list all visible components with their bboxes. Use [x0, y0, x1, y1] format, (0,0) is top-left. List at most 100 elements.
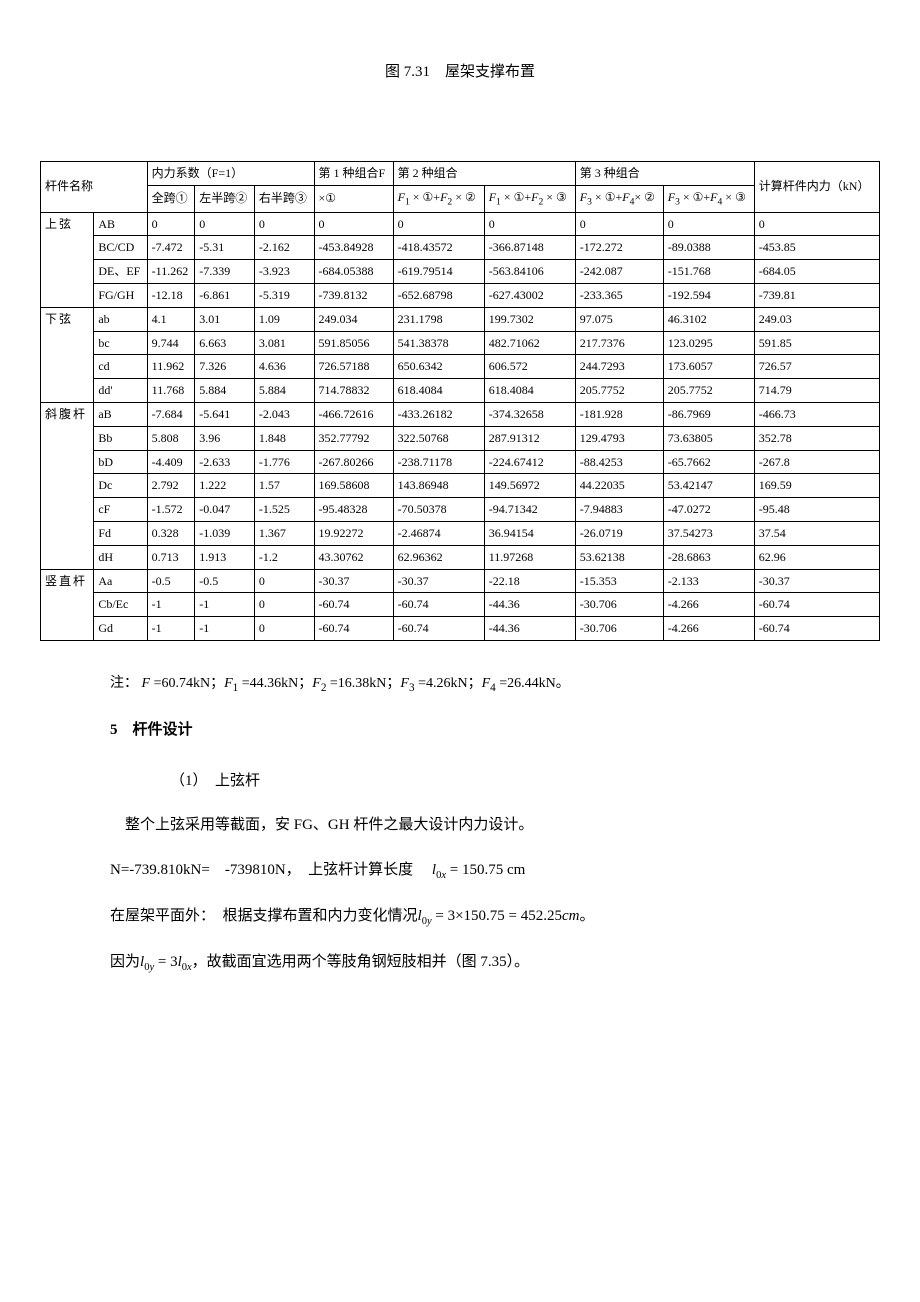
cell: 714.78832 [314, 379, 393, 403]
cell: -26.0719 [575, 521, 663, 545]
cell: -7.94883 [575, 498, 663, 522]
cell: 44.22035 [575, 474, 663, 498]
cell: 4.1 [147, 307, 195, 331]
cell: -88.4253 [575, 450, 663, 474]
cell: -1 [195, 593, 255, 617]
header-comb2b: F1 × ①+F2 × ③ [484, 185, 575, 212]
section-num: 5 [110, 722, 118, 738]
group-cell: 斜腹杆 [41, 402, 94, 569]
table-row: dd'11.7685.8845.884714.78832618.4084618.… [41, 379, 880, 403]
cell: 37.54273 [663, 521, 754, 545]
table-row: bD-4.409-2.633-1.776-267.80266-238.71178… [41, 450, 880, 474]
cell: 714.79 [754, 379, 879, 403]
cell: -60.74 [754, 617, 879, 641]
cell: 3.01 [195, 307, 255, 331]
table-row: 上弦AB000000000 [41, 212, 880, 236]
cell: -6.861 [195, 284, 255, 308]
cell: 0 [147, 212, 195, 236]
cell: -1 [147, 593, 195, 617]
cell: -95.48328 [314, 498, 393, 522]
cell: 11.97268 [484, 545, 575, 569]
cell: 1.09 [254, 307, 314, 331]
cell: -1.525 [254, 498, 314, 522]
cell: -563.84106 [484, 260, 575, 284]
cell: aB [94, 402, 147, 426]
note-label: 注： [110, 676, 138, 691]
cell: -12.18 [147, 284, 195, 308]
header-member-name: 杆件名称 [41, 162, 148, 213]
cell: 244.7293 [575, 355, 663, 379]
cell: 0 [254, 617, 314, 641]
cell: -2.162 [254, 236, 314, 260]
cell: 4.636 [254, 355, 314, 379]
cell: 1.848 [254, 426, 314, 450]
para3b: 。 [580, 908, 595, 924]
section-title: 杆件设计 [133, 722, 193, 738]
cell: -60.74 [754, 593, 879, 617]
cell: -89.0388 [663, 236, 754, 260]
cell: -267.80266 [314, 450, 393, 474]
cell: cd [94, 355, 147, 379]
table-note: 注： F =60.74kN；F1 =44.36kN；F2 =16.38kN；F3… [110, 671, 880, 698]
cell: -627.43002 [484, 284, 575, 308]
section-heading: 5 杆件设计 [110, 718, 880, 739]
cell: 199.7302 [484, 307, 575, 331]
cell: Aa [94, 569, 147, 593]
header-coeff1: 全跨① [147, 185, 195, 212]
cell: 3.96 [195, 426, 255, 450]
header-coeff-group: 内力系数（F=1） [147, 162, 314, 186]
cell: 1.222 [195, 474, 255, 498]
paragraph-1: 整个上弦采用等截面，安 FG、GH 杆件之最大设计内力设计。 [125, 810, 880, 840]
cell: -7.339 [195, 260, 255, 284]
header-comb3a: F3 × ①+F4× ② [575, 185, 663, 212]
cell: -1.776 [254, 450, 314, 474]
cell: 5.884 [254, 379, 314, 403]
cell: -65.7662 [663, 450, 754, 474]
cell: -2.043 [254, 402, 314, 426]
table-row: bc9.7446.6633.081591.85056541.38378482.7… [41, 331, 880, 355]
cell: -30.37 [314, 569, 393, 593]
cell: 541.38378 [393, 331, 484, 355]
cell: -0.5 [195, 569, 255, 593]
cell: -466.73 [754, 402, 879, 426]
cell: 217.7376 [575, 331, 663, 355]
cell: 62.96362 [393, 545, 484, 569]
cell: 129.4793 [575, 426, 663, 450]
cell: 2.792 [147, 474, 195, 498]
cell: 0 [575, 212, 663, 236]
cell: -2.633 [195, 450, 255, 474]
cell: dH [94, 545, 147, 569]
cell: -181.928 [575, 402, 663, 426]
cell: -418.43572 [393, 236, 484, 260]
cell: 726.57188 [314, 355, 393, 379]
cell: 5.808 [147, 426, 195, 450]
cell: -30.706 [575, 593, 663, 617]
cell: -44.36 [484, 617, 575, 641]
cell: -30.37 [754, 569, 879, 593]
cell: -5.31 [195, 236, 255, 260]
cell: 726.57 [754, 355, 879, 379]
cell: 169.59 [754, 474, 879, 498]
cell: Bb [94, 426, 147, 450]
cell: Cb/Ec [94, 593, 147, 617]
cell: -453.84928 [314, 236, 393, 260]
cell: -619.79514 [393, 260, 484, 284]
cell: -466.72616 [314, 402, 393, 426]
paragraph-2: N=-739.810kN= -739810N， 上弦杆计算长度 l0x = 15… [110, 855, 880, 886]
group-cell: 下弦 [41, 307, 94, 402]
paragraph-4: 因为l0y = 3l0x，故截面宜选用两个等肢角钢短肢相并（图 7.35）。 [110, 947, 880, 978]
cell: 149.56972 [484, 474, 575, 498]
cell: -70.50378 [393, 498, 484, 522]
cell: -267.8 [754, 450, 879, 474]
cell: 11.962 [147, 355, 195, 379]
cell: -0.5 [147, 569, 195, 593]
cell: -7.472 [147, 236, 195, 260]
cell: 287.91312 [484, 426, 575, 450]
force-table: 杆件名称 内力系数（F=1） 第 1 种组合F 第 2 种组合 第 3 种组合 … [40, 161, 880, 641]
cell: -4.266 [663, 617, 754, 641]
table-head: 杆件名称 内力系数（F=1） 第 1 种组合F 第 2 种组合 第 3 种组合 … [41, 162, 880, 213]
cell: -233.365 [575, 284, 663, 308]
cell: -739.8132 [314, 284, 393, 308]
cell: -374.32658 [484, 402, 575, 426]
table-body: 上弦AB000000000BC/CD-7.472-5.31-2.162-453.… [41, 212, 880, 640]
